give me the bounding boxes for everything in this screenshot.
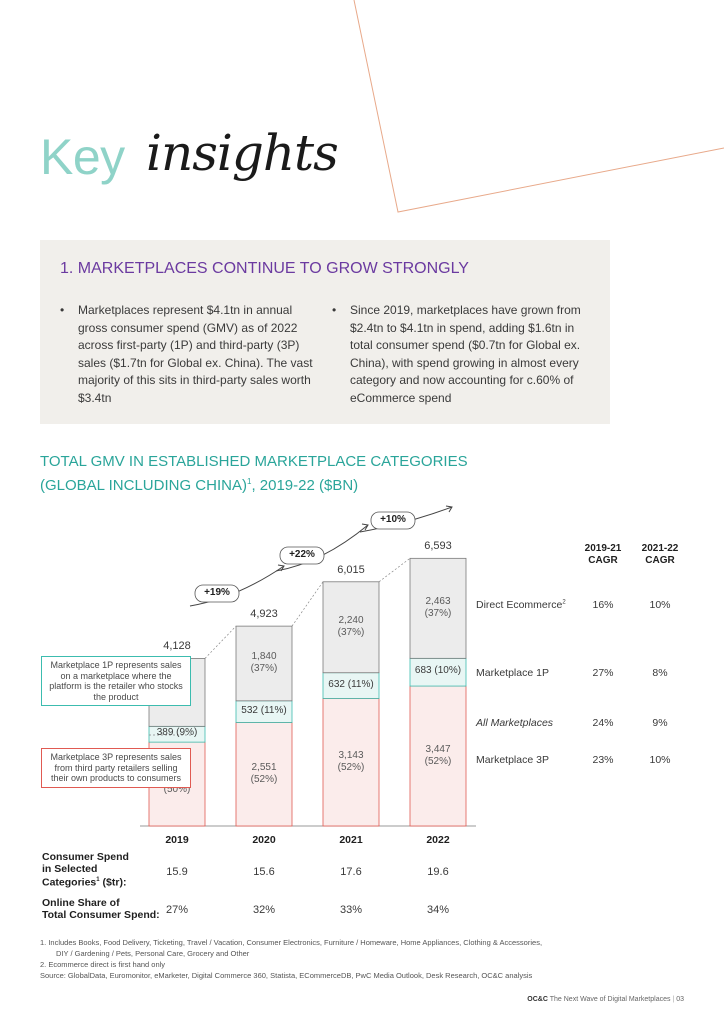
spend-value-2021: 17.6 — [340, 866, 362, 878]
spend-value-2022: 19.6 — [427, 866, 449, 878]
online-value-2022: 34% — [426, 904, 450, 916]
growth-arrowhead-2 — [445, 505, 453, 513]
legend-0: Direct Ecommerce2 — [476, 599, 566, 611]
spend-value-2020: 15.6 — [253, 866, 275, 878]
growth-label-1: +22% — [289, 549, 315, 560]
label-1p-2021: 632 (11%) — [328, 678, 374, 690]
cagr-b-2: 9% — [652, 717, 668, 729]
year-2021: 2021 — [339, 834, 363, 846]
total-2019: 4,128 — [163, 640, 191, 653]
footer-brand: OC&C — [527, 996, 548, 1003]
growth-label-2: +10% — [380, 514, 406, 525]
cagr-a-1: 27% — [592, 667, 614, 679]
total-2022: 6,593 — [424, 540, 452, 553]
cagr-a-0: 16% — [592, 599, 614, 611]
connector-top-1 — [291, 581, 324, 627]
chart-title-line2: (GLOBAL INCLUDING CHINA) — [40, 477, 247, 494]
cagr-header-0: 2019-21 CAGR — [584, 543, 622, 566]
cagr-a-3: 23% — [592, 754, 614, 766]
total-2020: 4,923 — [250, 608, 278, 621]
chart-title: TOTAL GMV IN ESTABLISHED MARKETPLACE CAT… — [40, 452, 468, 496]
footnote-1b: DIY / Gardening / Pets, Personal Care, G… — [56, 949, 250, 958]
growth-badge-2 — [370, 511, 416, 530]
cagr-a-2: 24% — [592, 717, 614, 729]
growth-arrowhead-1 — [361, 523, 369, 531]
legend-3: Marketplace 3P — [476, 754, 549, 766]
label-de-2021: 2,240 (37%) — [337, 615, 365, 639]
cagr-header-1: 2021-22 CAGR — [641, 543, 679, 566]
legend-1: Marketplace 1P — [476, 667, 549, 679]
bar-2021-direct-ecommerce — [322, 581, 380, 674]
section-heading: 1. MARKETPLACES CONTINUE TO GROW STRONGL… — [60, 260, 469, 277]
year-2019: 2019 — [165, 834, 189, 846]
year-2022: 2022 — [426, 834, 450, 846]
callout-1p: Marketplace 1P represents sales on a mar… — [41, 656, 191, 706]
bar-2022-marketplace-3p — [409, 685, 467, 827]
connector-top-2 — [378, 558, 411, 583]
bar-2022-direct-ecommerce — [409, 557, 467, 659]
bar-2021-marketplace-3p — [322, 697, 380, 827]
label-de-2022: 2,463 (37%) — [424, 596, 452, 620]
page-footer: OC&C The Next Wave of Digital Marketplac… — [527, 996, 684, 1003]
consumer-spend-label: Consumer Spend in Selected Categories1 (… — [42, 851, 129, 889]
label-1p-2020: 532 (11%) — [241, 704, 287, 716]
bullet-1-text: Marketplaces represent $4.1tn in annual … — [78, 303, 313, 405]
online-share-label: Online Share of Total Consumer Spend: — [42, 897, 160, 921]
connector-top-0 — [204, 625, 237, 659]
label-de-2020: 1,840 (37%) — [250, 651, 278, 675]
bar-2022-marketplace-1p — [409, 657, 467, 687]
chart-title-line2-end: , 2019-22 ($BN) — [251, 477, 359, 494]
callout-3p: Marketplace 3P represents sales from thi… — [41, 748, 191, 788]
growth-label-0: +19% — [204, 587, 230, 598]
title-key: Key — [40, 129, 125, 185]
label-1p-2022: 683 (10%) — [414, 665, 462, 677]
label-3p-2020: 2,551 (52%) — [250, 762, 278, 786]
footnotes: 1. Includes Books, Food Delivery, Ticket… — [40, 937, 542, 981]
insight-box: 1. MARKETPLACES CONTINUE TO GROW STRONGL… — [40, 240, 610, 424]
chart-title-line1: TOTAL GMV IN ESTABLISHED MARKETPLACE CAT… — [40, 453, 468, 470]
label-3p-2022: 3,447 (52%) — [424, 744, 452, 768]
growth-badge-1 — [279, 546, 325, 565]
footnote-source: Source: GlobalData, Euromonitor, eMarket… — [40, 971, 533, 980]
label-3p-2021: 3,143 (52%) — [337, 750, 365, 774]
growth-badge-0 — [194, 584, 240, 603]
bar-2020-direct-ecommerce — [235, 625, 293, 702]
legend-2: All Marketplaces — [476, 717, 554, 729]
online-value-2021: 33% — [339, 904, 363, 916]
page-number: 03 — [676, 996, 684, 1003]
spend-value-2019: 15.9 — [166, 866, 188, 878]
footer-text: The Next Wave of Digital Marketplaces — [549, 996, 671, 1003]
cagr-b-3: 10% — [649, 754, 671, 766]
bullet-2-text: Since 2019, marketplaces have grown from… — [350, 303, 581, 405]
title-insights: insights — [146, 124, 339, 182]
cagr-b-0: 10% — [649, 599, 671, 611]
year-2020: 2020 — [252, 834, 276, 846]
total-2021: 6,015 — [337, 563, 365, 576]
online-value-2020: 32% — [252, 904, 276, 916]
online-value-2019: 27% — [165, 904, 189, 916]
footnote-2: 2. Ecommerce direct is first hand only — [40, 960, 166, 969]
label-1p-2019: 389 (9%) — [156, 727, 198, 739]
bar-2020-marketplace-3p — [235, 722, 293, 827]
chart-title-sup: 1 — [246, 477, 252, 486]
cagr-b-1: 8% — [652, 667, 668, 679]
footnote-1: 1. Includes Books, Food Delivery, Ticket… — [40, 938, 543, 947]
